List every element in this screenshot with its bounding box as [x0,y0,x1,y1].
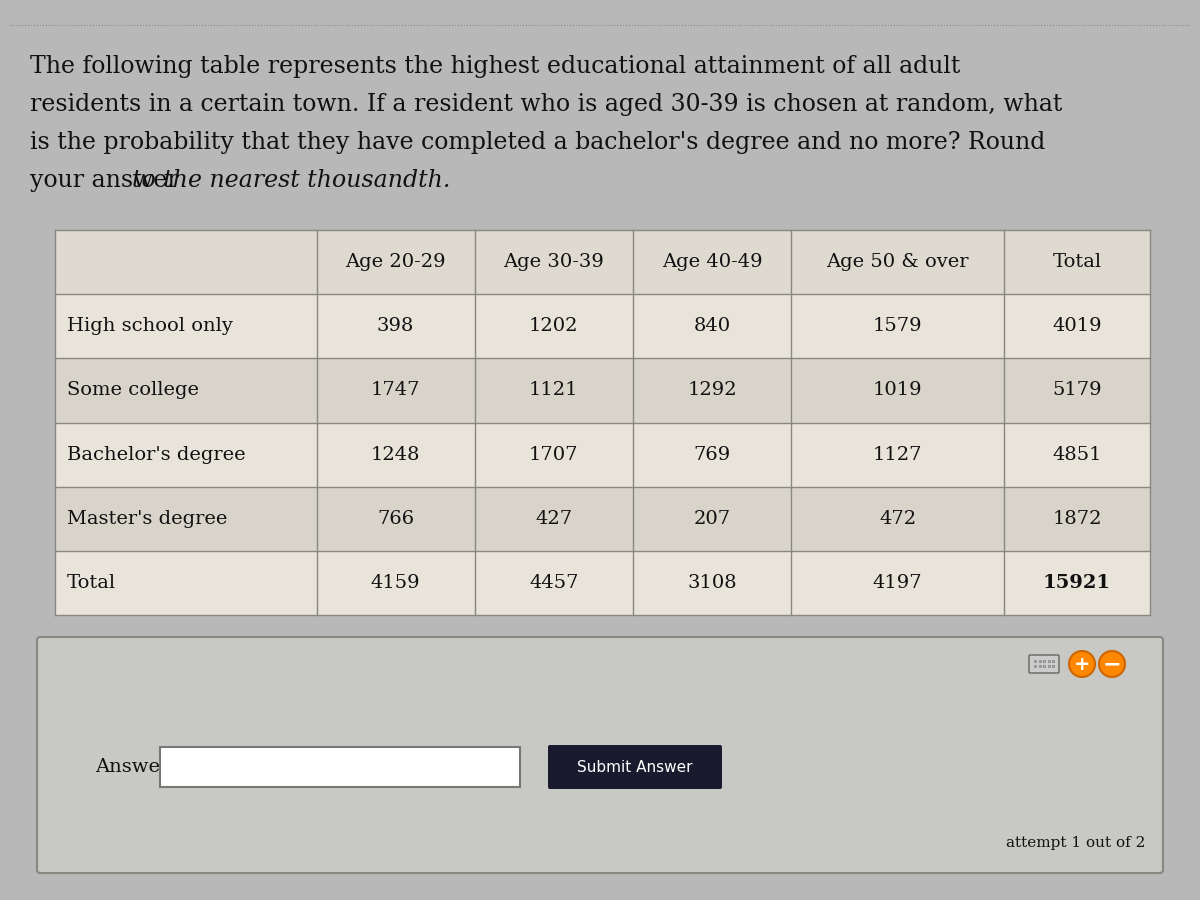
Text: 1248: 1248 [371,446,420,464]
FancyBboxPatch shape [548,745,722,789]
FancyBboxPatch shape [1038,660,1042,663]
FancyBboxPatch shape [1052,665,1055,668]
Text: Age 40-49: Age 40-49 [661,253,762,271]
Text: Total: Total [67,574,116,592]
Text: 3108: 3108 [688,574,737,592]
Text: −: − [1103,654,1121,674]
Text: 1579: 1579 [872,318,923,336]
Text: High school only: High school only [67,318,233,336]
Circle shape [1099,651,1126,677]
Text: Age 50 & over: Age 50 & over [827,253,968,271]
Text: 4019: 4019 [1052,318,1102,336]
Text: 5179: 5179 [1052,382,1102,400]
Text: 4159: 4159 [371,574,420,592]
Text: to the nearest thousandth.: to the nearest thousandth. [132,169,450,192]
Text: +: + [1074,654,1091,673]
FancyBboxPatch shape [37,637,1163,873]
Text: 4197: 4197 [872,574,923,592]
Text: 4457: 4457 [529,574,578,592]
Text: 840: 840 [694,318,731,336]
FancyBboxPatch shape [160,747,520,787]
Text: attempt 1 out of 2: attempt 1 out of 2 [1006,836,1145,850]
Text: Bachelor's degree: Bachelor's degree [67,446,246,464]
FancyBboxPatch shape [1048,665,1050,668]
Text: 472: 472 [878,509,916,527]
Text: 1202: 1202 [529,318,578,336]
Text: 4851: 4851 [1052,446,1102,464]
Text: 1747: 1747 [371,382,420,400]
Text: Some college: Some college [67,382,199,400]
FancyBboxPatch shape [1030,655,1060,673]
FancyBboxPatch shape [1034,660,1037,663]
FancyBboxPatch shape [1052,660,1055,663]
Text: 398: 398 [377,318,414,336]
FancyBboxPatch shape [1038,665,1042,668]
FancyBboxPatch shape [55,551,1150,615]
Text: Submit Answer: Submit Answer [577,760,692,775]
FancyBboxPatch shape [1034,665,1037,668]
Text: 769: 769 [694,446,731,464]
Circle shape [1069,651,1096,677]
Text: 1292: 1292 [688,382,737,400]
FancyBboxPatch shape [1043,665,1046,668]
Text: 1127: 1127 [872,446,923,464]
Text: 1707: 1707 [529,446,578,464]
Text: 1121: 1121 [529,382,578,400]
FancyBboxPatch shape [55,422,1150,487]
Text: Age 30-39: Age 30-39 [503,253,605,271]
Text: residents in a certain town. If a resident who is aged 30-39 is chosen at random: residents in a certain town. If a reside… [30,93,1062,116]
Text: is the probability that they have completed a bachelor's degree and no more? Rou: is the probability that they have comple… [30,131,1045,154]
Text: your answer: your answer [30,169,186,192]
FancyBboxPatch shape [55,358,1150,422]
Text: Master's degree: Master's degree [67,509,227,527]
FancyBboxPatch shape [1043,660,1046,663]
Text: 1872: 1872 [1052,509,1102,527]
Text: 207: 207 [694,509,731,527]
Text: 766: 766 [377,509,414,527]
FancyBboxPatch shape [55,230,1150,294]
Text: 15921: 15921 [1043,574,1111,592]
Text: Age 20-29: Age 20-29 [346,253,446,271]
FancyBboxPatch shape [55,294,1150,358]
Text: 427: 427 [535,509,572,527]
Text: 1019: 1019 [872,382,923,400]
FancyBboxPatch shape [1048,660,1050,663]
FancyBboxPatch shape [55,487,1150,551]
Text: Answer:: Answer: [95,758,175,776]
Text: Total: Total [1052,253,1102,271]
Text: The following table represents the highest educational attainment of all adult: The following table represents the highe… [30,55,960,78]
